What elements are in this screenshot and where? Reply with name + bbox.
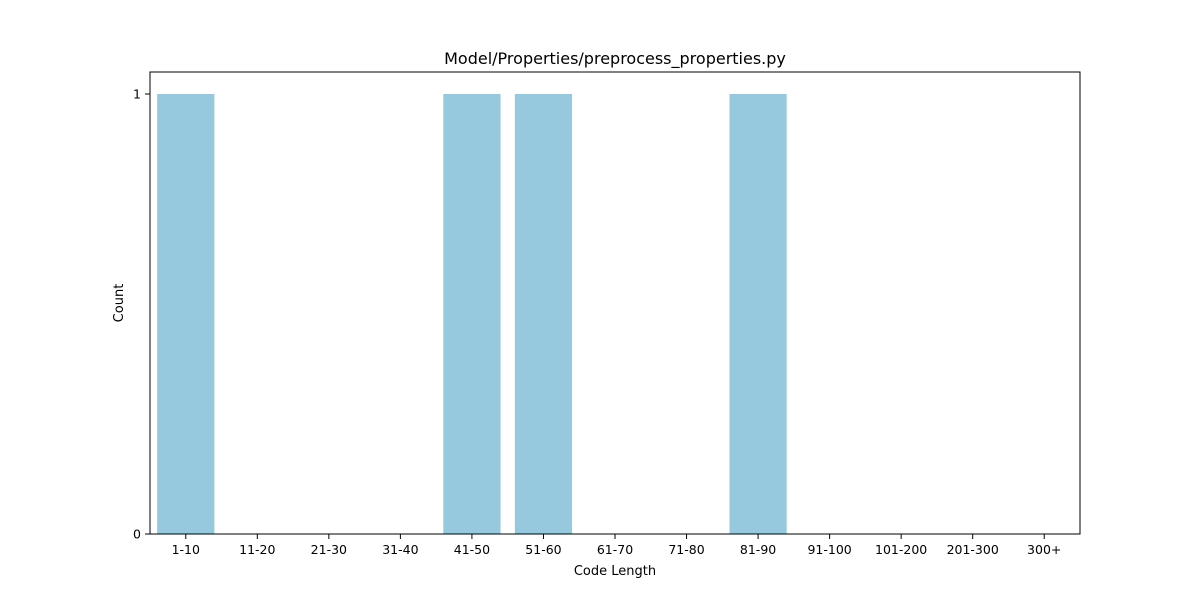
x-tick-label: 21-30: [311, 542, 347, 557]
bar-41-50: [443, 94, 501, 534]
x-tick-label: 11-20: [239, 542, 275, 557]
bar-81-90: [729, 94, 787, 534]
x-tick-label: 71-80: [668, 542, 704, 557]
x-tick-label: 101-200: [875, 542, 927, 557]
plot-area-frame: [149, 71, 1081, 535]
x-tick-label: 41-50: [454, 542, 490, 557]
x-tick-label: 1-10: [172, 542, 200, 557]
y-tick-label: 1: [133, 87, 141, 102]
chart-title: Model/Properties/preprocess_properties.p…: [444, 49, 786, 69]
y-axis-ticks: 01: [133, 87, 150, 542]
x-tick-label: 61-70: [597, 542, 633, 557]
x-axis-ticks: 1-10 11-20 21-30 31-40 41-50 51-60 61-70 71-80 8…: [172, 534, 1061, 557]
x-tick-label: 300+: [1027, 542, 1061, 557]
x-tick-label: 31-40: [382, 542, 418, 557]
y-axis-label: Count: [112, 284, 127, 323]
bar-1-10: [157, 94, 215, 534]
y-tick-label: 0: [133, 527, 141, 542]
x-tick-label: 91-100: [807, 542, 851, 557]
bar-51-60: [514, 94, 573, 534]
bars-layer: [157, 94, 787, 534]
x-tick-label: 51-60: [525, 542, 561, 557]
x-tick-label: 201-300: [947, 542, 999, 557]
x-axis-label: Code Length: [574, 564, 656, 579]
x-tick-label: 81-90: [740, 542, 776, 557]
